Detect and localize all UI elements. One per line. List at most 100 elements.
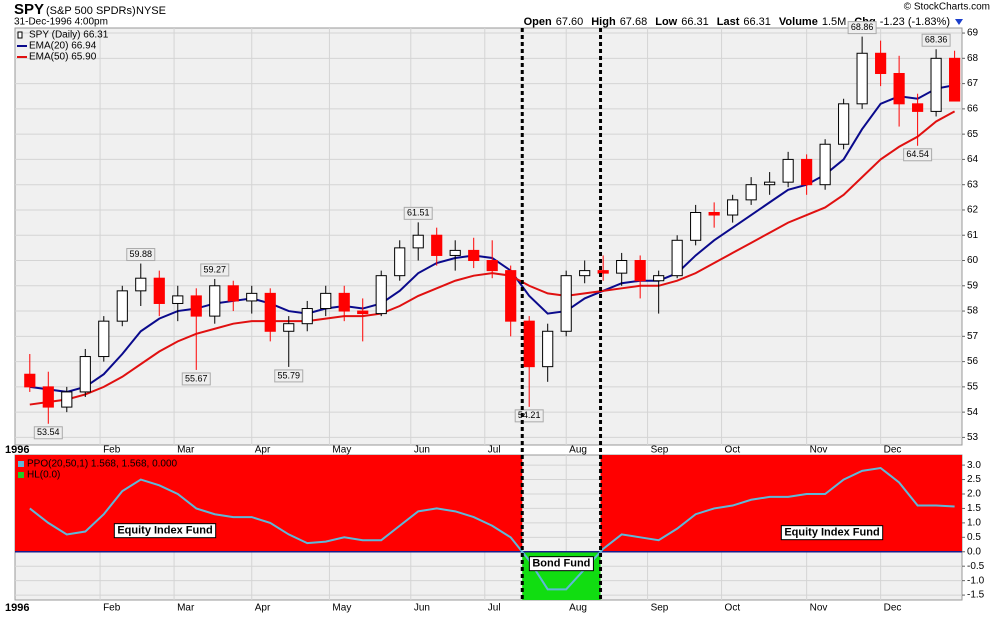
candle-body: [431, 234, 443, 256]
quote-label: Last: [717, 16, 740, 28]
legend-label: HL(0.0): [27, 470, 60, 481]
symbol-name: (S&P 500 SPDRs): [46, 5, 136, 17]
y-tick-label: 59: [967, 280, 979, 291]
candle-body: [856, 52, 868, 105]
y-tick-label: 66: [967, 104, 979, 115]
candle-body: [764, 181, 776, 186]
x-tick-label: Dec: [884, 603, 902, 614]
x-tick-label: Dec: [884, 445, 902, 456]
legend-label: EMA(20) 66.94: [29, 41, 97, 52]
x-tick-label: Apr: [255, 445, 271, 456]
candle-body: [357, 310, 369, 315]
price-label: 59.27: [203, 264, 226, 274]
y-tick-label: 67: [967, 78, 979, 89]
legend-label: PPO(20,50,1) 1.568, 1.568, 0.000: [27, 459, 178, 470]
candle-body: [116, 290, 128, 322]
x-tick-label: Jun: [414, 603, 430, 614]
quote-value: 1.5M: [822, 16, 846, 28]
candle-body: [79, 356, 91, 393]
legend-label: EMA(50) 65.90: [29, 52, 97, 63]
price-label: 55.67: [185, 373, 208, 383]
quote-value: 66.31: [681, 16, 709, 28]
candle-body: [449, 249, 461, 256]
candle-body: [505, 270, 517, 322]
y-tick-label: 58: [967, 306, 979, 317]
annotation-box: [113, 523, 217, 539]
candle-body: [468, 249, 480, 262]
y-tick-label: 64: [967, 154, 979, 165]
x-tick-label: May: [332, 445, 351, 456]
y-tick-label: 1.5: [967, 503, 981, 514]
x-tick-label: Apr: [255, 603, 271, 614]
candle-body: [745, 184, 757, 201]
symbol: SPY: [14, 1, 44, 18]
y-tick-label: 2.0: [967, 489, 981, 500]
price-label: 53.54: [37, 427, 60, 437]
price-label: 55.79: [277, 370, 300, 380]
y-tick-label: 60: [967, 255, 979, 266]
candle-body: [338, 292, 350, 312]
candle-body: [782, 158, 794, 183]
x-tick-label: Nov: [810, 603, 828, 614]
y-tick-label: -0.5: [967, 561, 985, 572]
annotation-box: [780, 525, 884, 541]
y-tick-label: 63: [967, 179, 979, 190]
x-tick-label: Jul: [488, 603, 501, 614]
price-label: 68.36: [925, 35, 948, 45]
y-tick-label: 56: [967, 356, 979, 367]
candle-body: [819, 143, 831, 186]
datetime: 31-Dec-1996 4:00pm: [14, 17, 108, 28]
price-label: 61.51: [407, 208, 430, 218]
x-tick-label: Oct: [725, 603, 741, 614]
y-tick-label: 54: [967, 407, 979, 418]
candle-body: [153, 277, 165, 304]
quote-label: Open: [524, 16, 552, 28]
price-label-box: [33, 426, 63, 440]
y-tick-label: 0.0: [967, 546, 981, 557]
candle-body: [172, 295, 184, 304]
x-tick-label: Feb: [103, 445, 121, 456]
price-label: 59.88: [130, 249, 153, 259]
candle-body: [42, 386, 54, 408]
copyright: © StockCharts.com: [904, 2, 990, 13]
price-label-box: [903, 148, 933, 162]
candle-body: [838, 103, 850, 145]
candle-body: [690, 211, 702, 241]
candle-body: [949, 57, 961, 102]
quote-label: Volume: [779, 16, 818, 28]
candle-body: [301, 308, 313, 325]
candle-body: [320, 292, 332, 310]
candle-body: [671, 239, 683, 277]
price-label-box: [181, 372, 211, 386]
y-tick-label: -1.5: [967, 590, 985, 601]
candle-body: [283, 323, 295, 332]
legend-swatch: [18, 472, 24, 478]
x-tick-label: Feb: [103, 603, 121, 614]
ppo-line: [29, 466, 955, 591]
candle-body: [227, 285, 239, 302]
x-tick-label: Mar: [177, 445, 195, 456]
x-tick-label: Oct: [725, 445, 741, 456]
y-tick-label: 3.0: [967, 460, 981, 471]
y-tick-label: 68: [967, 53, 979, 64]
annotation-box: [528, 556, 594, 572]
candle-body: [394, 247, 406, 277]
candle-body: [98, 320, 110, 358]
legend-label: SPY (Daily) 66.31: [29, 30, 109, 41]
y-tick-label: -1.0: [967, 575, 985, 586]
candle-body: [486, 260, 498, 272]
exchange: NYSE: [136, 5, 166, 17]
x-tick-label: Nov: [810, 445, 828, 456]
quote-value: 67.68: [620, 16, 648, 28]
candle-body: [24, 373, 36, 388]
quote-label: High: [591, 16, 616, 28]
x-tick-label: Aug: [569, 603, 587, 614]
quote: Open 67.60 High 67.68 Low 66.31 Last 66.31 Volum…: [524, 16, 950, 28]
price-label: 54.21: [518, 410, 541, 420]
x-tick-label: Mar: [177, 603, 195, 614]
x-tick-label: 1996: [5, 602, 29, 614]
candle-body: [708, 211, 720, 216]
plot-area: [14, 27, 963, 446]
change-icon: [955, 19, 963, 25]
y-tick-label: 53: [967, 432, 979, 443]
